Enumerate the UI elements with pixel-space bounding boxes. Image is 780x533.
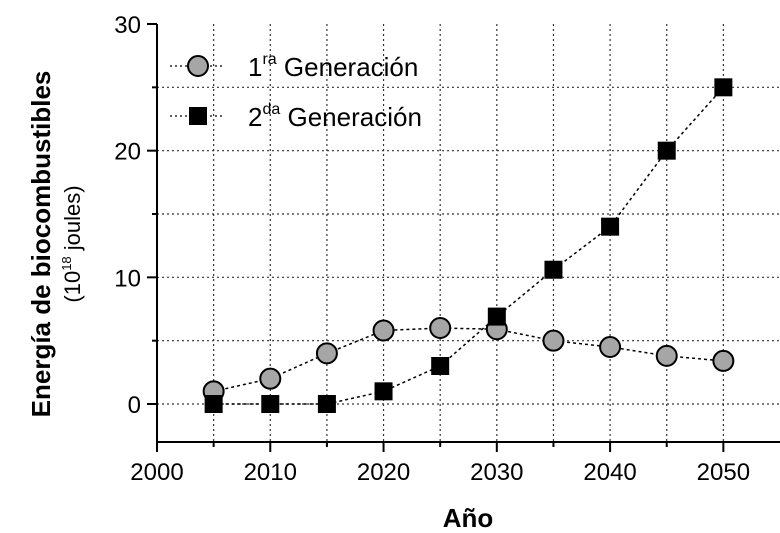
- y-tick-label: 0: [128, 392, 141, 419]
- series-1-point: [712, 349, 735, 372]
- legend-entry-2: 2da Generación: [248, 101, 422, 132]
- x-tick-label: 2020: [357, 459, 410, 486]
- y-axis-unit-group: (1018 joules): [59, 185, 85, 302]
- x-tick-label: 2030: [470, 459, 523, 486]
- series-1-point: [259, 367, 282, 390]
- legend-entry-1: 1ra Generación: [248, 51, 418, 82]
- series-1-point: [315, 342, 338, 365]
- y-axis-title-group: Energía de biocombustibles: [26, 71, 56, 418]
- series-2-point: [714, 78, 733, 97]
- y-axis-unit-base: (10: [60, 271, 85, 303]
- legend-circle-marker: [187, 55, 209, 77]
- series-2-point: [657, 141, 676, 160]
- grid-lines: [157, 24, 780, 442]
- y-axis-unit: (1018 joules): [59, 185, 85, 302]
- series-1-point: [599, 336, 622, 358]
- x-axis-title: Año: [443, 503, 494, 533]
- x-tick-label: 2010: [244, 459, 297, 486]
- series-2-point: [261, 395, 280, 413]
- series-2-point: [601, 217, 620, 236]
- x-tick-label: 2050: [697, 459, 750, 486]
- series-2-point: [544, 260, 563, 279]
- y-axis-unit-exp: 18: [59, 256, 74, 270]
- series-2-point: [374, 382, 393, 401]
- data-markers: [202, 78, 735, 413]
- x-tick-label: 2000: [130, 459, 183, 486]
- x-tick-label: 2040: [583, 459, 636, 486]
- series-lines: [213, 86, 724, 405]
- y-tick-label: 10: [114, 265, 141, 292]
- series-line-2: [213, 86, 724, 405]
- y-axis-title: Energía de biocombustibles: [26, 71, 56, 418]
- series-2-point: [204, 395, 223, 413]
- series-2-point: [431, 357, 450, 375]
- y-tick-label: 20: [114, 139, 141, 166]
- series-1-point: [655, 344, 678, 367]
- series-line-1: [213, 327, 724, 393]
- legend: 1ra Generación 2da Generación: [170, 51, 422, 132]
- y-axis-unit-rest: joules): [60, 185, 85, 256]
- series-1-point: [429, 317, 452, 339]
- y-tick-label: 30: [114, 12, 141, 39]
- series-1-point: [542, 329, 565, 352]
- axes: [147, 23, 780, 452]
- series-2-point: [317, 395, 336, 413]
- legend-square-marker: [189, 107, 207, 125]
- series-1-point: [372, 319, 395, 342]
- series-2-point: [487, 307, 506, 326]
